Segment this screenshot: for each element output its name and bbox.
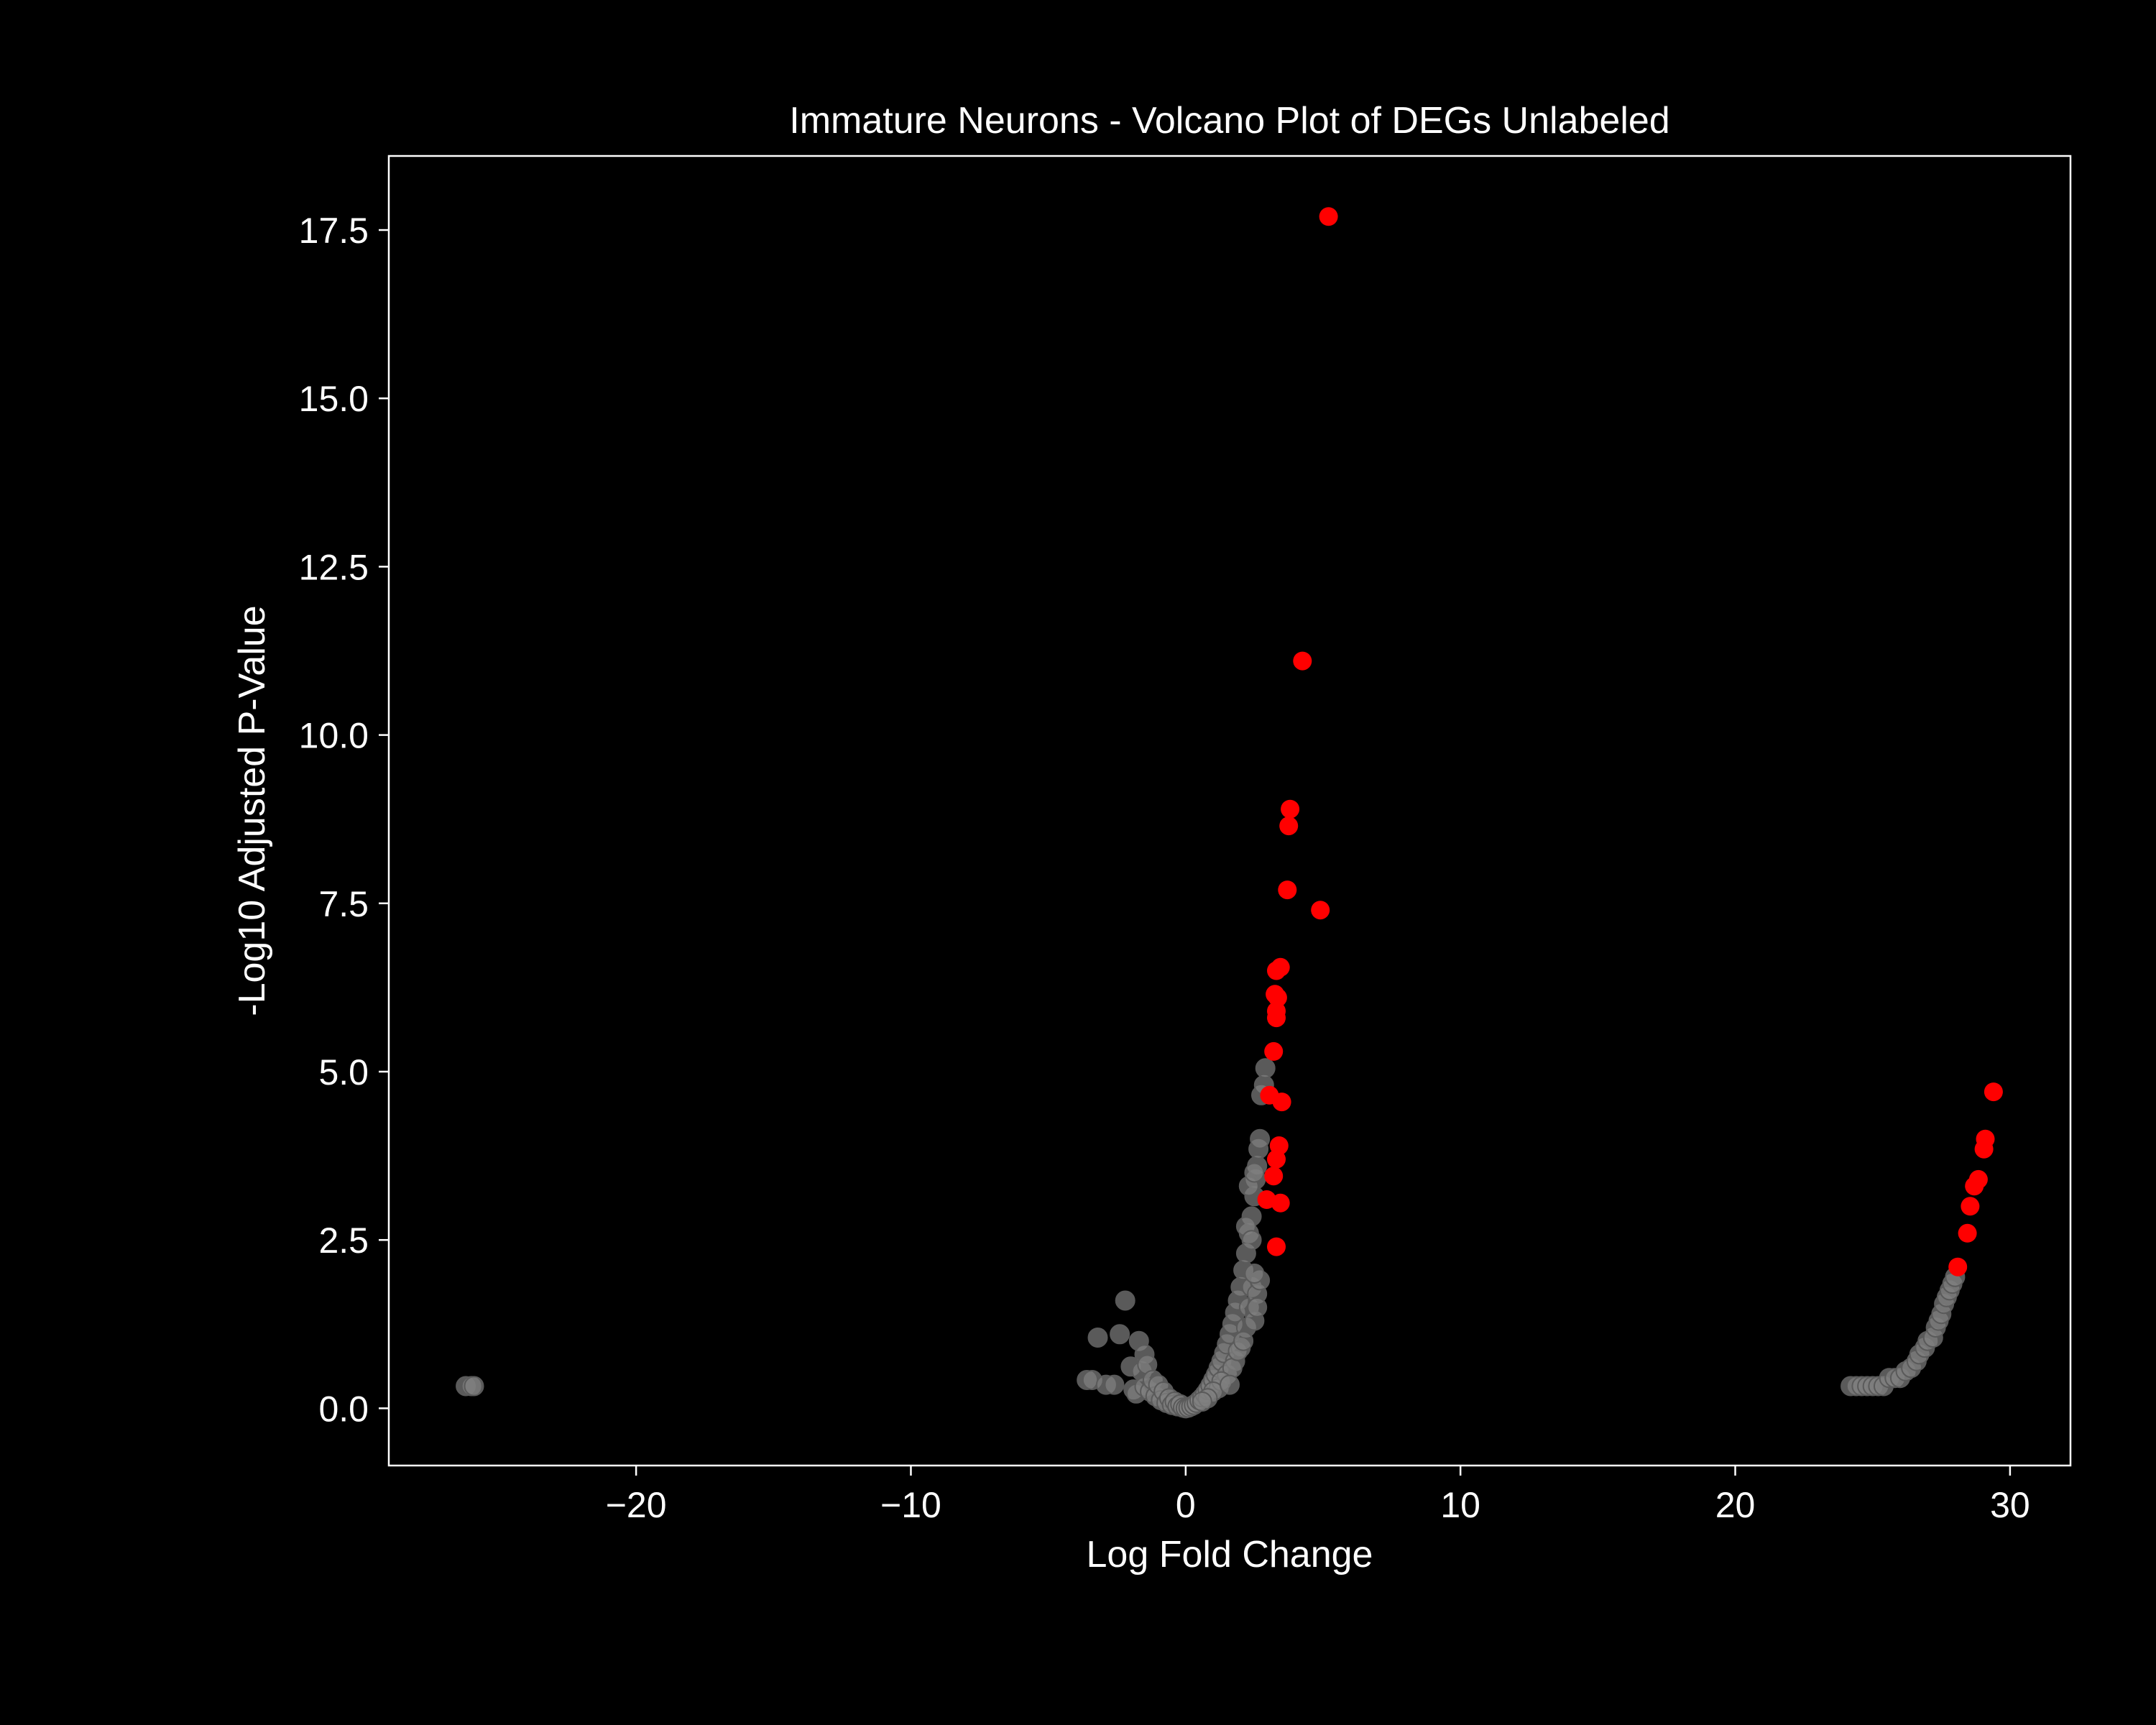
significant-point-17	[1264, 1167, 1284, 1186]
nonsignificant-point-82	[1247, 1297, 1268, 1317]
significant-point-14	[1272, 1092, 1291, 1112]
y-tick-label: 2.5	[318, 1220, 369, 1261]
significant-point-28	[1948, 1257, 1968, 1276]
x-tick-label: −20	[606, 1485, 667, 1525]
y-axis-label: -Log10 Adjusted P-Value	[231, 605, 273, 1016]
y-tick-label: 0.0	[318, 1389, 369, 1429]
significant-point-3	[1279, 816, 1299, 836]
nonsignificant-point-76	[1244, 1162, 1265, 1183]
significant-point-2	[1281, 799, 1300, 819]
significant-point-27	[1958, 1223, 1977, 1243]
y-tick-label: 17.5	[299, 211, 369, 251]
significant-point-9	[1268, 988, 1287, 1007]
significant-point-19	[1271, 1193, 1290, 1213]
significant-point-16	[1267, 1149, 1286, 1169]
chart-title: Immature Neurons - Volcano Plot of DEGs …	[789, 100, 1669, 142]
significant-point-12	[1264, 1041, 1284, 1061]
significant-point-26	[1961, 1197, 1980, 1216]
x-tick-label: 10	[1440, 1485, 1480, 1525]
x-axis-ticks: −20 −10 0 10 20 30	[606, 1466, 2030, 1525]
nonsignificant-point-60	[1250, 1128, 1271, 1149]
significant-point-23	[1974, 1139, 1994, 1159]
nonsignificant-point-86	[1192, 1392, 1212, 1412]
x-tick-label: 30	[1990, 1485, 2030, 1525]
nonsignificant-point-9	[1115, 1290, 1135, 1311]
x-tick-label: 20	[1715, 1485, 1756, 1525]
nonsignificant-point-2	[464, 1376, 484, 1397]
nonsignificant-point-80	[1233, 1330, 1254, 1351]
y-tick-label: 15.0	[299, 379, 369, 419]
x-axis-label: Log Fold Change	[1087, 1534, 1373, 1576]
significant-point-21	[1984, 1082, 2003, 1102]
nonsignificant-point-8	[1110, 1324, 1130, 1345]
nonsignificant-point-5	[1087, 1328, 1108, 1348]
x-tick-label: −10	[880, 1485, 941, 1525]
y-tick-label: 10.0	[299, 716, 369, 756]
y-tick-label: 5.0	[318, 1052, 369, 1092]
significant-point-7	[1267, 961, 1286, 980]
significant-point-20	[1267, 1237, 1286, 1256]
y-tick-label: 7.5	[318, 884, 369, 924]
data-points	[456, 207, 2003, 1419]
significant-point-11	[1267, 1008, 1286, 1028]
x-tick-label: 0	[1176, 1485, 1196, 1525]
significant-point-1	[1293, 651, 1312, 671]
plot-area	[389, 156, 2070, 1466]
axes-frame	[387, 155, 2072, 1467]
significant-point-0	[1319, 207, 1338, 226]
nonsignificant-point-73	[1244, 1264, 1265, 1284]
y-axis-ticks: 0.0 2.5 5.0 7.5 10.0 12.5 15.0 17.5	[299, 211, 389, 1429]
nonsignificant-point-7	[1104, 1374, 1125, 1395]
nonsignificant-point-77	[1241, 1230, 1262, 1251]
y-tick-label: 12.5	[299, 547, 369, 587]
nonsignificant-point-87	[1220, 1374, 1240, 1395]
significant-point-25	[1965, 1177, 1984, 1196]
significant-point-5	[1311, 901, 1330, 920]
nonsignificant-point-63	[1255, 1058, 1276, 1079]
significant-point-4	[1278, 880, 1297, 900]
